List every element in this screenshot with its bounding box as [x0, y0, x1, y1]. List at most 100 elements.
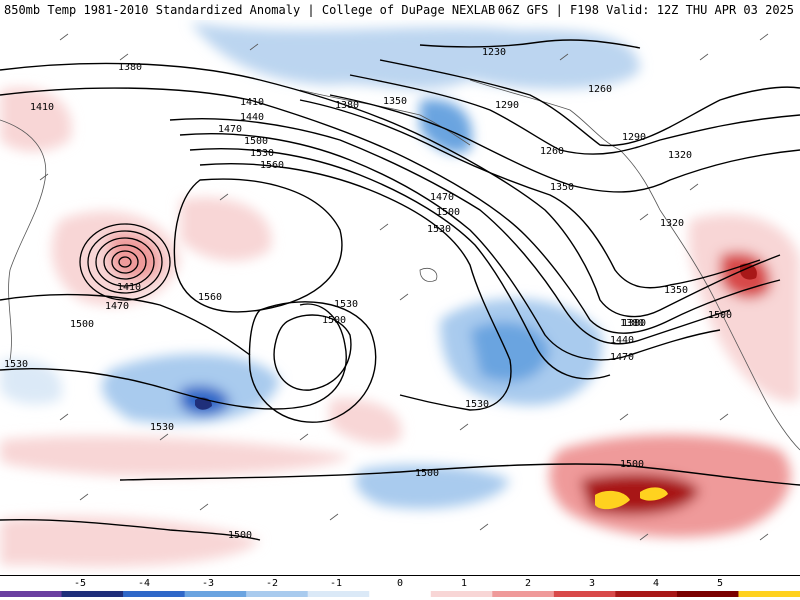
cold-anomaly-north: [190, 22, 640, 90]
legend-swatch: [307, 591, 370, 597]
contour-label: 1470: [430, 192, 454, 203]
height-contours: [0, 39, 800, 541]
contour-1530-ring: [248, 301, 377, 423]
contour-1410: [0, 87, 781, 334]
legend-swatch: [0, 591, 63, 597]
coast-hawaii: [419, 267, 438, 282]
legend-tick-label: 3: [589, 578, 595, 589]
contour-label: 1410: [30, 102, 54, 113]
legend-swatch: [123, 591, 186, 597]
map-title: 850mb Temp 1981-2010 Standardized Anomal…: [4, 3, 496, 17]
legend-tick-label: 5: [717, 578, 723, 589]
warm-anomaly-sw-corner: [0, 516, 260, 567]
low-ring-4: [103, 244, 147, 280]
legend-tick-label: 1: [461, 578, 467, 589]
contour-1560-ring: [173, 178, 343, 313]
coast-asia: [0, 119, 47, 361]
contour-label: 1530: [250, 148, 274, 159]
contour-label: 1440: [610, 335, 634, 346]
legend-swatch: [738, 591, 800, 597]
legend-tick-label: -1: [330, 578, 342, 589]
contour-1560-south: [0, 293, 251, 356]
coastlines: [0, 79, 800, 451]
contour-label: 1500: [322, 315, 346, 326]
wind-barbs: [39, 33, 769, 541]
contour-label: 1560: [198, 292, 222, 303]
color-legend: -5 -4 -3 -2 -1 0 1 2 3 4 5: [0, 575, 800, 600]
legend-color-bar: [0, 591, 800, 597]
extreme-warm-core-2: [640, 487, 668, 501]
contour-label: 1290: [622, 132, 646, 143]
contour-label: 1530: [427, 224, 451, 235]
anomaly-cores: [195, 263, 757, 510]
contour-1530-south: [0, 303, 347, 410]
low-ring-2: [87, 230, 163, 294]
contour-1500-ring: [273, 314, 352, 391]
extreme-warm-core: [595, 490, 630, 510]
cold-anomaly-south: [355, 464, 510, 509]
low-pressure-center: [79, 223, 171, 301]
legend-tick-label: 0: [397, 578, 403, 589]
legend-swatch: [615, 591, 678, 597]
title-bar: 850mb Temp 1981-2010 Standardized Anomal…: [0, 0, 800, 20]
contour-label: 1500: [708, 310, 732, 321]
contour-label: 1380: [118, 62, 142, 73]
low-ring-3: [95, 237, 155, 287]
contour-label: 1290: [495, 100, 519, 111]
legend-swatch: [492, 591, 555, 597]
contour-label: 1500: [244, 136, 268, 147]
legend-tick-label: -5: [74, 578, 86, 589]
contour-label: 1410: [240, 97, 264, 108]
contour-1500-sw: [0, 518, 261, 541]
warm-anomaly-nw: [0, 87, 72, 152]
legend-tick-label: -3: [202, 578, 214, 589]
contour-1260: [379, 59, 800, 147]
contour-label: 1500: [228, 530, 252, 541]
contour-1470: [179, 133, 721, 361]
contour-1440: [169, 118, 731, 345]
contour-1530: [199, 163, 512, 411]
legend-tick-label: -2: [266, 578, 278, 589]
contour-1500-southband: [119, 463, 800, 486]
contour-label: 1380: [622, 318, 646, 329]
warm-core-east: [740, 263, 757, 280]
contour-1320: [329, 94, 800, 193]
contour-label: 1500: [620, 459, 644, 470]
legend-swatch: [430, 591, 493, 597]
contour-1380: [0, 62, 781, 318]
contour-label: 1500: [70, 319, 94, 330]
legend-tick-label: 4: [653, 578, 659, 589]
cold-anomaly-sw: [0, 359, 62, 405]
model-valid-time: 06Z GFS | F198 Valid: 12Z THU APR 03 202…: [497, 3, 794, 17]
contour-label: 1560: [260, 160, 284, 171]
legend-tick-labels: -5 -4 -3 -2 -1 0 1 2 3 4 5: [74, 578, 723, 589]
anomaly-map: 1380 1410 1410 1440 1470 1500 1530 1560 …: [0, 20, 800, 575]
legend-tick-label: 2: [525, 578, 531, 589]
contour-label: 1530: [334, 299, 358, 310]
contour-label: 1380: [335, 100, 359, 111]
low-ring-6: [118, 256, 132, 268]
contour-label: 1320: [660, 218, 684, 229]
contour-label: 1320: [668, 150, 692, 161]
warm-anomaly-band-south: [0, 435, 350, 477]
contour-1230: [419, 39, 641, 49]
legend-swatch: [676, 591, 739, 597]
legend-swatch: [61, 591, 124, 597]
contour-label: 1260: [540, 146, 564, 157]
contour-label-group: 1380 1410 1410 1440 1470 1500 1530 1560 …: [4, 47, 732, 541]
contour-label: 1230: [482, 47, 506, 58]
contour-label: 1470: [218, 124, 242, 135]
legend-swatch: [246, 591, 309, 597]
contour-label: 1350: [550, 182, 574, 193]
contour-1500: [189, 148, 611, 380]
contour-label: 1530: [150, 422, 174, 433]
low-ring-5: [111, 250, 139, 274]
legend-swatch: [553, 591, 616, 597]
coast-na-west: [659, 209, 800, 451]
contour-label: 1350: [664, 285, 688, 296]
contour-label: 1440: [240, 112, 264, 123]
contour-label: 1350: [383, 96, 407, 107]
coast-aleutians: [299, 89, 471, 146]
cold-anomaly-central-core: [470, 321, 550, 382]
